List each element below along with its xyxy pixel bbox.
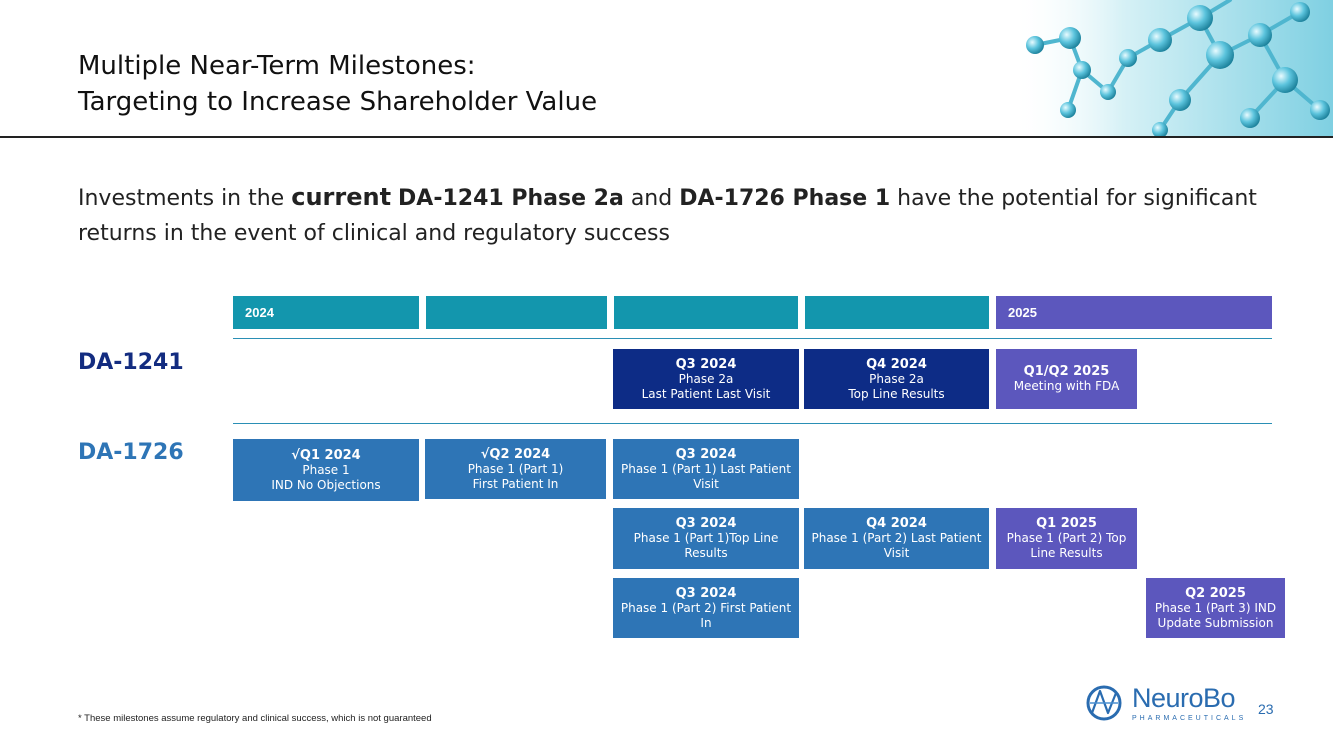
page-number: 23: [1258, 701, 1274, 717]
milestone-da1726-q3-2024-part1-lpv: Q3 2024 Phase 1 (Part 1) Last Patient Vi…: [613, 439, 799, 499]
subtitle-part-3: and: [623, 186, 680, 211]
milestone-da1726-q1-2024: √Q1 2024 Phase 1 IND No Objections: [233, 439, 419, 501]
milestone-description: Phase 2a Top Line Results: [848, 371, 945, 401]
milestone-description: Phase 1 (Part 2) First Patient In: [620, 600, 792, 630]
milestone-quarter: Q1/Q2 2025: [1023, 364, 1110, 379]
milestone-quarter: Q3 2024: [675, 516, 737, 531]
milestone-quarter: √Q1 2024: [291, 447, 361, 463]
milestone-quarter: Q2 2025: [1185, 585, 1246, 601]
title-line-1: Multiple Near-Term Milestones:: [78, 51, 476, 81]
milestone-da1726-q2-2024: √Q2 2024 Phase 1 (Part 1) First Patient …: [425, 439, 606, 499]
subtitle-da1726-phase: DA-1726 Phase 1: [679, 186, 891, 211]
milestone-description: Phase 2a Last Patient Last Visit: [641, 371, 771, 401]
drug-label-da1726: DA-1726: [78, 440, 184, 465]
milestone-description: Phase 1 (Part 1)Top Line Results: [633, 531, 779, 560]
milestone-da1241-q1q2-2025: Q1/Q2 2025 Meeting with FDA: [996, 349, 1137, 409]
milestone-description: Phase 1 (Part 1) Last Patient Visit: [620, 461, 791, 491]
milestone-da1726-q1-2025: Q1 2025 Phase 1 (Part 2) Top Line Result…: [996, 508, 1137, 569]
slide-title: Multiple Near-Term Milestones: Targeting…: [78, 48, 597, 120]
subtitle-part-1: Investments in the: [78, 186, 292, 211]
timeline-divider-top: [233, 338, 1272, 339]
milestone-da1726-q3-2024-part1-tlr: Q3 2024 Phase 1 (Part 1)Top Line Results: [613, 508, 799, 569]
milestone-quarter: Q1 2025: [1036, 516, 1097, 531]
period-bar-4: [805, 296, 989, 329]
logo-wordmark: NeuroBo: [1132, 683, 1236, 713]
period-bar-2025: 2025: [996, 296, 1272, 329]
drug-label-da1241: DA-1241: [78, 350, 184, 375]
milestone-description: Phase 1 (Part 2) Top Line Results: [1006, 531, 1127, 560]
milestone-da1726-q3-2024-part2-fpi: Q3 2024 Phase 1 (Part 2) First Patient I…: [613, 578, 799, 638]
subtitle-part-4: have the potential for significant retur…: [78, 186, 1257, 246]
milestone-description: Phase 1 IND No Objections: [271, 462, 381, 492]
milestone-quarter: Q4 2024: [866, 516, 927, 531]
subtitle-current: current: [291, 183, 392, 211]
logo-tagline: PHARMACEUTICALS: [1132, 715, 1247, 722]
period-bar-3: [614, 296, 798, 329]
period-bar-2024: 2024: [233, 296, 419, 329]
title-line-2: Targeting to Increase Shareholder Value: [78, 87, 598, 117]
company-logo: NeuroBo PHARMACEUTICALS: [1084, 683, 1244, 729]
subtitle-part-2: [391, 186, 398, 211]
milestone-quarter: Q3 2024: [675, 446, 737, 462]
milestone-da1726-q4-2024: Q4 2024 Phase 1 (Part 2) Last Patient Vi…: [804, 508, 989, 569]
footnote: * These milestones assume regulatory and…: [78, 713, 432, 724]
title-divider: [0, 136, 1333, 138]
neurobo-logo-icon: [1086, 685, 1122, 721]
milestone-description: Meeting with FDA: [1013, 379, 1120, 393]
milestone-quarter: Q3 2024: [675, 356, 737, 372]
subtitle: Investments in the current DA-1241 Phase…: [78, 180, 1258, 251]
milestone-quarter: √Q2 2024: [480, 446, 551, 462]
milestone-da1726-q2-2025: Q2 2025 Phase 1 (Part 3) IND Update Subm…: [1146, 578, 1285, 638]
period-bar-2: [426, 296, 607, 329]
milestone-quarter: Q4 2024: [866, 356, 927, 372]
milestone-description: Phase 1 (Part 2) Last Patient Visit: [811, 531, 982, 560]
timeline-divider-middle: [233, 423, 1272, 424]
milestone-quarter: Q3 2024: [675, 585, 737, 601]
milestone-description: Phase 1 (Part 3) IND Update Submission: [1154, 600, 1277, 630]
milestone-da1241-q4-2024: Q4 2024 Phase 2a Top Line Results: [804, 349, 989, 409]
subtitle-da1241-phase: DA-1241 Phase 2a: [398, 186, 624, 211]
milestone-description: Phase 1 (Part 1) First Patient In: [467, 461, 564, 491]
milestone-da1241-q3-2024: Q3 2024 Phase 2a Last Patient Last Visit: [613, 349, 799, 409]
molecule-graphic: [1010, 0, 1333, 136]
